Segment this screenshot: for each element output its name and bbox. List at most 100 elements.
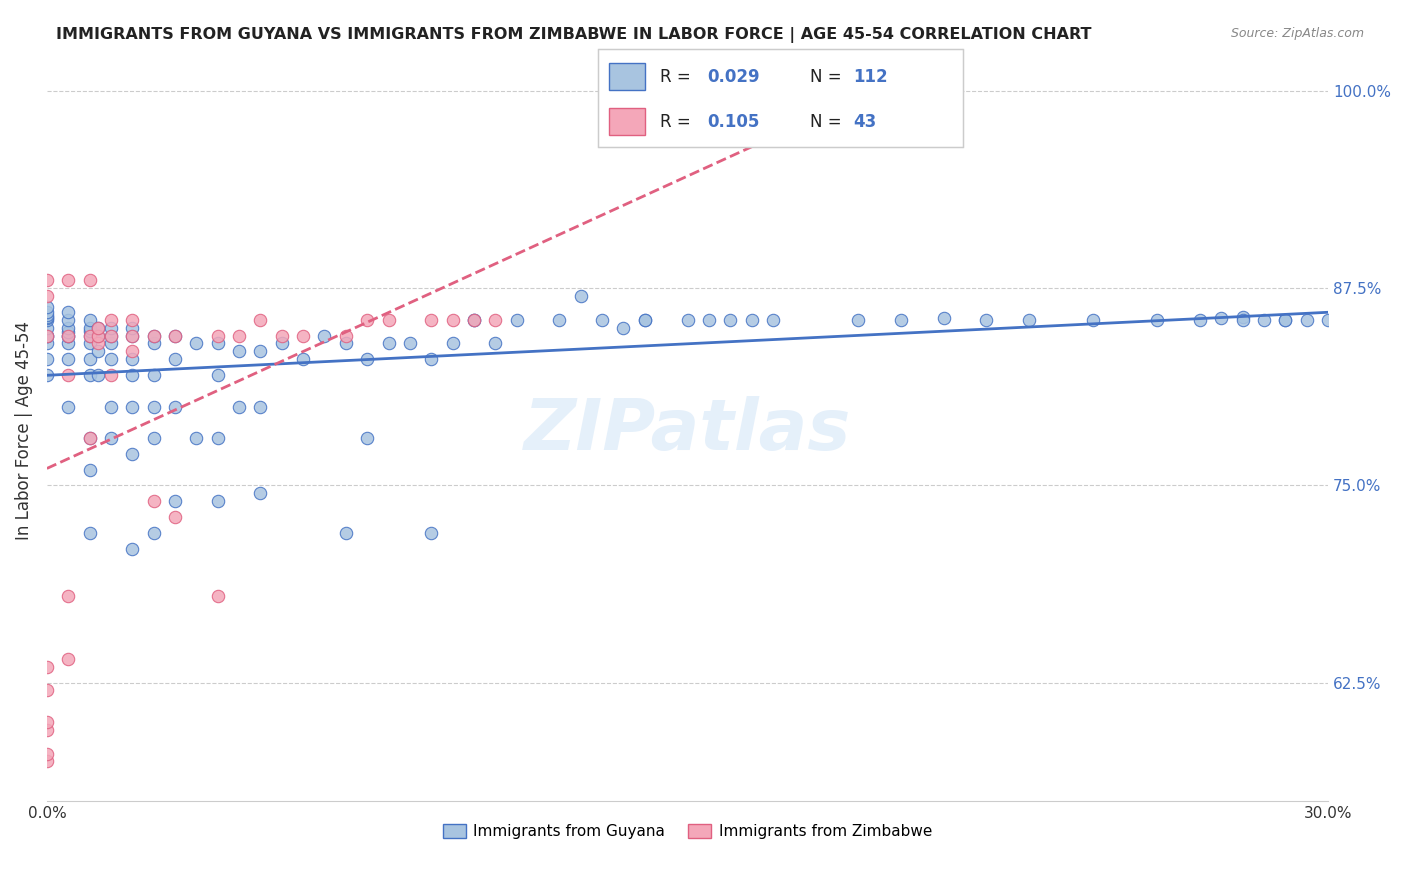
Point (186, 336, 208, 351)
Point (142, 431, 165, 445)
Point (1253, 313, 1275, 327)
Point (463, 313, 485, 327)
Point (79, 463, 101, 477)
Point (1295, 313, 1317, 327)
Point (142, 368, 165, 382)
Text: Source: ZipAtlas.com: Source: ZipAtlas.com (1230, 27, 1364, 40)
Point (142, 328, 165, 343)
Point (591, 313, 613, 327)
Point (58, 305, 80, 319)
Point (100, 328, 122, 343)
Text: R =: R = (659, 112, 696, 130)
Point (58, 273, 80, 287)
Point (35, 308, 58, 322)
Point (35, 683, 58, 698)
Point (100, 336, 122, 351)
Point (1188, 313, 1211, 327)
Text: 0.029: 0.029 (707, 68, 759, 86)
Point (697, 313, 720, 327)
Point (121, 352, 143, 367)
Point (249, 400, 271, 414)
Point (142, 494, 165, 508)
Point (207, 494, 229, 508)
Point (121, 541, 143, 556)
FancyBboxPatch shape (609, 108, 645, 136)
Point (1211, 311, 1233, 326)
Point (1274, 313, 1296, 327)
Point (335, 336, 357, 351)
Point (1018, 313, 1040, 327)
Point (228, 400, 250, 414)
Point (79, 273, 101, 287)
Point (35, 755, 58, 769)
Point (463, 313, 485, 327)
Point (35, 328, 58, 343)
Point (356, 352, 378, 367)
Point (100, 352, 122, 367)
Point (612, 320, 634, 334)
Point (163, 400, 186, 414)
Point (270, 328, 292, 343)
Point (58, 326, 80, 340)
Point (58, 313, 80, 327)
Point (377, 313, 399, 327)
Point (142, 328, 165, 343)
Point (79, 328, 101, 343)
Point (79, 313, 101, 327)
Text: R =: R = (659, 68, 696, 86)
Point (79, 320, 101, 334)
Point (1232, 313, 1254, 327)
Point (100, 320, 122, 334)
Point (100, 313, 122, 327)
Point (314, 328, 336, 343)
Point (87, 328, 110, 343)
Point (932, 311, 955, 326)
Point (548, 313, 571, 327)
Point (228, 328, 250, 343)
Point (441, 313, 464, 327)
Point (121, 328, 143, 343)
Point (79, 352, 101, 367)
Point (35, 336, 58, 351)
Point (121, 328, 143, 343)
Point (846, 313, 869, 327)
Point (87, 320, 110, 334)
Text: N =: N = (810, 112, 846, 130)
Point (35, 714, 58, 729)
Point (58, 352, 80, 367)
Point (100, 368, 122, 382)
Text: ZIPatlas: ZIPatlas (524, 396, 851, 465)
Point (121, 344, 143, 359)
Point (741, 313, 763, 327)
Point (35, 747, 58, 761)
Point (890, 313, 912, 327)
Point (121, 447, 143, 461)
Point (1317, 313, 1340, 327)
Point (87, 336, 110, 351)
Point (335, 525, 357, 540)
Point (87, 344, 110, 359)
Point (35, 289, 58, 303)
Point (35, 328, 58, 343)
Point (79, 328, 101, 343)
Point (87, 368, 110, 382)
Point (142, 525, 165, 540)
Point (35, 313, 58, 327)
Y-axis label: In Labor Force | Age 45-54: In Labor Force | Age 45-54 (15, 321, 32, 540)
Point (292, 328, 315, 343)
Point (1083, 313, 1105, 327)
Text: N =: N = (810, 68, 846, 86)
Point (163, 510, 186, 524)
Point (35, 320, 58, 334)
Point (249, 344, 271, 359)
Point (335, 328, 357, 343)
Point (35, 310, 58, 324)
Point (79, 324, 101, 338)
Point (163, 328, 186, 343)
Point (976, 313, 998, 327)
Point (163, 494, 186, 508)
Point (634, 313, 657, 327)
Point (762, 313, 785, 327)
Point (58, 368, 80, 382)
Point (356, 431, 378, 445)
